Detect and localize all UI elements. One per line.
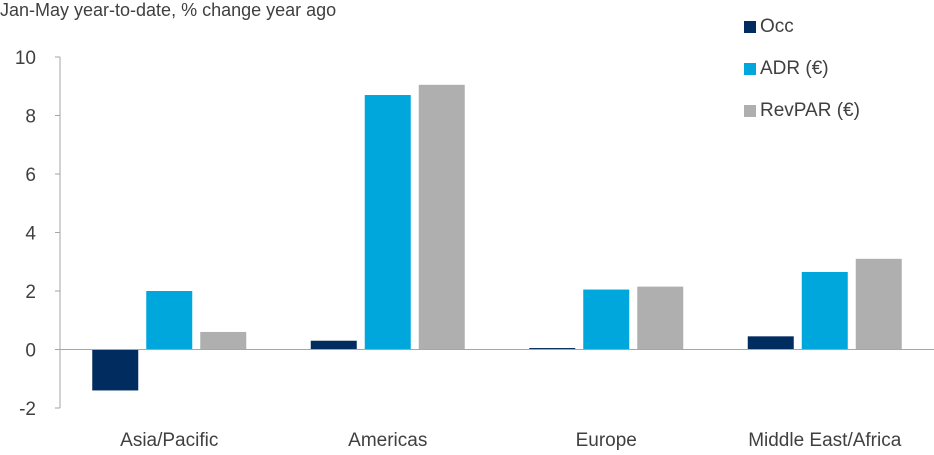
legend-item-revpar: RevPAR (€) [744, 90, 860, 132]
bar-adr [364, 95, 411, 350]
legend-label-occ: Occ [760, 16, 794, 37]
bar-occ [92, 349, 139, 391]
x-axis: Asia/Pacific Americas Europe Middle East/Af… [60, 349, 934, 451]
bars [92, 84, 902, 391]
y-tick-label: 4 [25, 224, 36, 245]
legend-label-adr: ADR (€) [760, 58, 829, 79]
legend-swatch-occ [744, 21, 756, 33]
legend-swatch-revpar [744, 105, 756, 117]
legend-label-revpar: RevPAR (€) [760, 100, 860, 121]
bar-revpar [855, 258, 902, 350]
x-tick-label: Asia/Pacific [120, 430, 218, 451]
y-tick-label: 2 [25, 282, 36, 303]
bar-adr [801, 271, 848, 350]
bar-adr [146, 291, 193, 350]
bar-occ [747, 336, 794, 350]
y-tick-label: 0 [25, 341, 36, 362]
bar-revpar [637, 286, 684, 350]
y-tick-label: -2 [19, 399, 36, 420]
x-tick-label: Europe [576, 430, 637, 451]
x-tick-label: Middle East/Africa [748, 430, 902, 451]
bar-revpar [418, 84, 465, 350]
bar-occ [529, 348, 576, 350]
legend: Occ ADR (€) RevPAR (€) [744, 6, 860, 132]
y-tick-label: 8 [25, 107, 36, 128]
y-axis: -2 0 2 4 6 8 10 [15, 48, 61, 420]
bar-occ [310, 340, 357, 350]
bar-adr [583, 289, 630, 350]
legend-item-occ: Occ [744, 6, 860, 48]
chart-subtitle: Jan-May year-to-date, % change year ago [0, 0, 337, 20]
x-tick-label: Americas [348, 430, 427, 451]
bar-revpar [200, 331, 247, 350]
legend-item-adr: ADR (€) [744, 48, 860, 90]
y-tick-label: 10 [15, 48, 36, 69]
y-tick-label: 6 [25, 165, 36, 186]
legend-swatch-adr [744, 63, 756, 75]
